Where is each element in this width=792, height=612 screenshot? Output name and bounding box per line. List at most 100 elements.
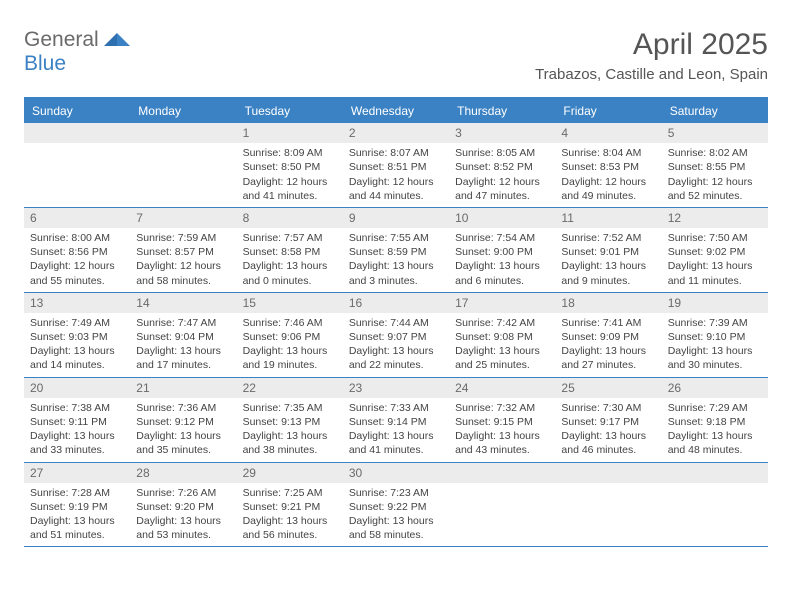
day-cell: 8 Sunrise: 7:57 AMSunset: 8:58 PMDaylight… [237, 208, 343, 292]
sunset-text: Sunset: 9:11 PM [30, 415, 124, 429]
sunset-text: Sunset: 9:15 PM [455, 415, 549, 429]
day-number: 4 [555, 123, 661, 143]
day-number: 8 [237, 208, 343, 228]
day-number: 27 [24, 463, 130, 483]
day-body: Sunrise: 7:38 AMSunset: 9:11 PMDaylight:… [24, 400, 130, 462]
day-number: 30 [343, 463, 449, 483]
sunrise-text: Sunrise: 7:54 AM [455, 231, 549, 245]
day-number: 23 [343, 378, 449, 398]
sunset-text: Sunset: 9:22 PM [349, 500, 443, 514]
day-number: 6 [24, 208, 130, 228]
week-row: 20Sunrise: 7:38 AMSunset: 9:11 PMDayligh… [24, 378, 768, 463]
dayhead-tue: Tuesday [237, 99, 343, 123]
day-cell [24, 123, 130, 207]
sunset-text: Sunset: 8:51 PM [349, 160, 443, 174]
day-cell: 21Sunrise: 7:36 AMSunset: 9:12 PMDayligh… [130, 378, 236, 462]
sunrise-text: Sunrise: 7:36 AM [136, 401, 230, 415]
day-cell: 24Sunrise: 7:32 AMSunset: 9:15 PMDayligh… [449, 378, 555, 462]
day-number: 9 [343, 208, 449, 228]
day-cell: 5 Sunrise: 8:02 AMSunset: 8:55 PMDaylight… [662, 123, 768, 207]
sunset-text: Sunset: 9:02 PM [668, 245, 762, 259]
day-cell: 29Sunrise: 7:25 AMSunset: 9:21 PMDayligh… [237, 463, 343, 547]
day-number: 5 [662, 123, 768, 143]
sunset-text: Sunset: 8:58 PM [243, 245, 337, 259]
daylight-text: Daylight: 12 hours and 49 minutes. [561, 175, 655, 203]
day-cell: 9Sunrise: 7:55 AMSunset: 8:59 PMDaylight… [343, 208, 449, 292]
day-body: Sunrise: 7:36 AMSunset: 9:12 PMDaylight:… [130, 400, 236, 462]
day-body: Sunrise: 7:50 AMSunset: 9:02 PMDaylight:… [662, 230, 768, 292]
sunrise-text: Sunrise: 8:09 AM [243, 146, 337, 160]
sunrise-text: Sunrise: 7:23 AM [349, 486, 443, 500]
day-cell: 2 Sunrise: 8:07 AMSunset: 8:51 PMDaylight… [343, 123, 449, 207]
day-number: 11 [555, 208, 661, 228]
daylight-text: Daylight: 13 hours and 0 minutes. [243, 259, 337, 287]
day-cell: 14Sunrise: 7:47 AMSunset: 9:04 PMDayligh… [130, 293, 236, 377]
calendar: Sunday Monday Tuesday Wednesday Thursday… [24, 97, 768, 547]
week-row: 13Sunrise: 7:49 AMSunset: 9:03 PMDayligh… [24, 293, 768, 378]
dayhead-mon: Monday [130, 99, 236, 123]
sunrise-text: Sunrise: 8:07 AM [349, 146, 443, 160]
day-body: Sunrise: 7:42 AMSunset: 9:08 PMDaylight:… [449, 315, 555, 377]
sunset-text: Sunset: 9:18 PM [668, 415, 762, 429]
day-cell: 12Sunrise: 7:50 AMSunset: 9:02 PMDayligh… [662, 208, 768, 292]
daylight-text: Daylight: 13 hours and 3 minutes. [349, 259, 443, 287]
sunrise-text: Sunrise: 7:38 AM [30, 401, 124, 415]
sunset-text: Sunset: 8:55 PM [668, 160, 762, 174]
day-body: Sunrise: 7:25 AMSunset: 9:21 PMDaylight:… [237, 485, 343, 547]
day-number: 21 [130, 378, 236, 398]
day-body: Sunrise: 7:39 AMSunset: 9:10 PMDaylight:… [662, 315, 768, 377]
sunset-text: Sunset: 9:00 PM [455, 245, 549, 259]
daylight-text: Daylight: 12 hours and 47 minutes. [455, 175, 549, 203]
sunrise-text: Sunrise: 7:50 AM [668, 231, 762, 245]
sunrise-text: Sunrise: 8:02 AM [668, 146, 762, 160]
day-number: 13 [24, 293, 130, 313]
day-number: 26 [662, 378, 768, 398]
brand-logo: General [24, 28, 132, 52]
sunset-text: Sunset: 9:08 PM [455, 330, 549, 344]
day-number: 3 [449, 123, 555, 143]
day-number: 12 [662, 208, 768, 228]
day-body: Sunrise: 7:52 AMSunset: 9:01 PMDaylight:… [555, 230, 661, 292]
day-number: 29 [237, 463, 343, 483]
day-cell: 27Sunrise: 7:28 AMSunset: 9:19 PMDayligh… [24, 463, 130, 547]
daylight-text: Daylight: 13 hours and 19 minutes. [243, 344, 337, 372]
sunrise-text: Sunrise: 7:57 AM [243, 231, 337, 245]
day-cell: 16Sunrise: 7:44 AMSunset: 9:07 PMDayligh… [343, 293, 449, 377]
dayhead-sun: Sunday [24, 99, 130, 123]
day-body: Sunrise: 7:46 AMSunset: 9:06 PMDaylight:… [237, 315, 343, 377]
daylight-text: Daylight: 13 hours and 56 minutes. [243, 514, 337, 542]
day-number: 2 [343, 123, 449, 143]
day-cell: 3Sunrise: 8:05 AMSunset: 8:52 PMDaylight… [449, 123, 555, 207]
daylight-text: Daylight: 13 hours and 51 minutes. [30, 514, 124, 542]
day-body: Sunrise: 7:26 AMSunset: 9:20 PMDaylight:… [130, 485, 236, 547]
day-body: Sunrise: 7:33 AMSunset: 9:14 PMDaylight:… [343, 400, 449, 462]
day-cell: 26Sunrise: 7:29 AMSunset: 9:18 PMDayligh… [662, 378, 768, 462]
daylight-text: Daylight: 12 hours and 52 minutes. [668, 175, 762, 203]
day-cell [555, 463, 661, 547]
daylight-text: Daylight: 13 hours and 33 minutes. [30, 429, 124, 457]
sunrise-text: Sunrise: 7:42 AM [455, 316, 549, 330]
day-number: 24 [449, 378, 555, 398]
daylight-text: Daylight: 12 hours and 44 minutes. [349, 175, 443, 203]
day-cell: 25Sunrise: 7:30 AMSunset: 9:17 PMDayligh… [555, 378, 661, 462]
day-cell: 20Sunrise: 7:38 AMSunset: 9:11 PMDayligh… [24, 378, 130, 462]
brand-mark-icon [104, 30, 130, 51]
sunrise-text: Sunrise: 7:26 AM [136, 486, 230, 500]
sunset-text: Sunset: 8:53 PM [561, 160, 655, 174]
sunrise-text: Sunrise: 7:55 AM [349, 231, 443, 245]
day-body: Sunrise: 7:54 AMSunset: 9:00 PMDaylight:… [449, 230, 555, 292]
day-body: Sunrise: 7:30 AMSunset: 9:17 PMDaylight:… [555, 400, 661, 462]
day-cell: 10Sunrise: 7:54 AMSunset: 9:00 PMDayligh… [449, 208, 555, 292]
page: General April 2025 Trabazos, Castille an… [0, 0, 792, 567]
daylight-text: Daylight: 13 hours and 35 minutes. [136, 429, 230, 457]
day-cell: 4Sunrise: 8:04 AMSunset: 8:53 PMDaylight… [555, 123, 661, 207]
sunrise-text: Sunrise: 7:52 AM [561, 231, 655, 245]
day-number: 17 [449, 293, 555, 313]
day-body: Sunrise: 7:29 AMSunset: 9:18 PMDaylight:… [662, 400, 768, 462]
daylight-text: Daylight: 13 hours and 53 minutes. [136, 514, 230, 542]
daylight-text: Daylight: 12 hours and 55 minutes. [30, 259, 124, 287]
dayhead-wed: Wednesday [343, 99, 449, 123]
daylight-text: Daylight: 13 hours and 43 minutes. [455, 429, 549, 457]
day-body: Sunrise: 7:35 AMSunset: 9:13 PMDaylight:… [237, 400, 343, 462]
day-cell: 1Sunrise: 8:09 AMSunset: 8:50 PMDaylight… [237, 123, 343, 207]
